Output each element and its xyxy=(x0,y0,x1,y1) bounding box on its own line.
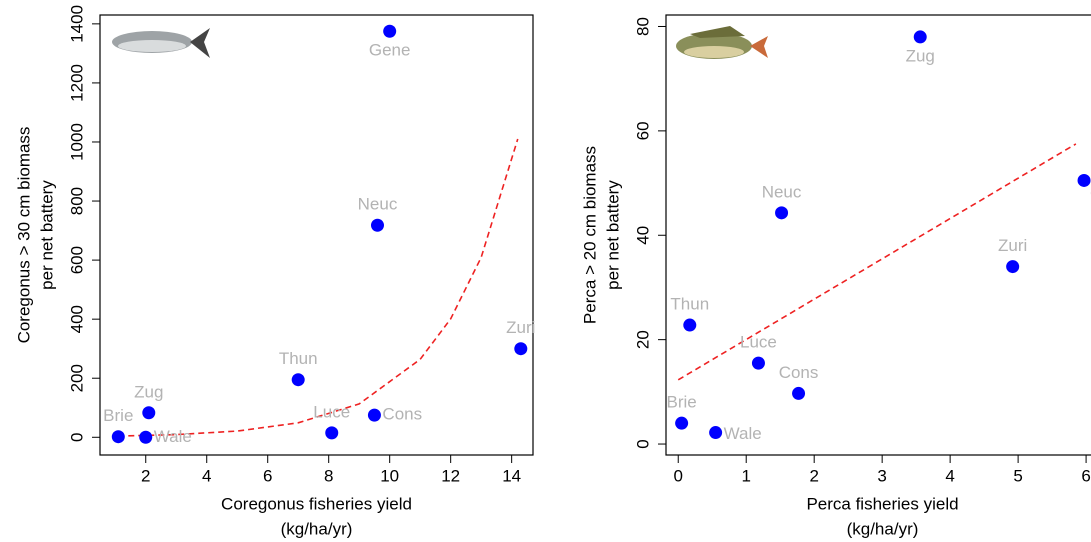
point-label: Zuri xyxy=(998,236,1027,255)
point-label: Zug xyxy=(906,46,935,65)
x-tick-label: 12 xyxy=(441,466,460,485)
x-tick-label: 2 xyxy=(809,466,818,485)
point-label: Zug xyxy=(134,382,163,401)
point-label: Luce xyxy=(313,402,350,421)
x-tick-label: 6 xyxy=(1081,466,1090,485)
fish-icon xyxy=(112,28,210,58)
y-tick-label: 800 xyxy=(67,187,86,215)
point-label: Cons xyxy=(382,405,422,424)
point-label: Brie xyxy=(667,393,697,412)
x-tick-label: 8 xyxy=(324,466,333,485)
point xyxy=(325,426,339,440)
y-axis-title: per net battery xyxy=(37,180,56,290)
point xyxy=(370,218,384,232)
point-label: Gene xyxy=(369,41,411,60)
x-axis-title: Perca fisheries yield xyxy=(806,494,958,513)
point xyxy=(383,24,397,38)
point-label: Cons xyxy=(779,363,819,382)
point xyxy=(142,406,156,420)
y-axis-title: Coregonus > 30 cm biomass xyxy=(14,127,33,344)
y-axis-title: per net battery xyxy=(603,180,622,290)
point xyxy=(775,206,789,220)
point-label: Luce xyxy=(740,333,777,352)
x-tick-label: 0 xyxy=(674,466,683,485)
x-tick-label: 10 xyxy=(380,466,399,485)
x-axis-title: (kg/ha/yr) xyxy=(281,519,353,538)
point xyxy=(675,416,689,430)
y-tick-label: 80 xyxy=(633,17,652,36)
point xyxy=(683,318,697,332)
x-tick-label: 1 xyxy=(741,466,750,485)
point xyxy=(751,356,765,370)
fit-line xyxy=(118,138,519,437)
x-tick-label: 14 xyxy=(502,466,521,485)
y-tick-label: 400 xyxy=(67,305,86,333)
y-tick-label: 0 xyxy=(633,439,652,448)
y-tick-label: 0 xyxy=(67,433,86,442)
y-tick-label: 20 xyxy=(633,330,652,349)
point xyxy=(111,430,125,444)
point xyxy=(913,30,927,44)
x-tick-label: 4 xyxy=(202,466,211,485)
point xyxy=(1077,173,1091,187)
y-tick-label: 200 xyxy=(67,364,86,392)
point xyxy=(139,430,153,444)
point-label: Neuc xyxy=(358,195,398,214)
x-tick-label: 5 xyxy=(1013,466,1022,485)
y-tick-label: 600 xyxy=(67,246,86,274)
y-axis-title: Perca > 20 cm biomass xyxy=(580,146,599,324)
fit-line xyxy=(677,143,1077,381)
x-tick-label: 3 xyxy=(877,466,886,485)
fish-icon xyxy=(676,26,768,59)
point xyxy=(709,426,723,440)
y-tick-label: 1200 xyxy=(67,64,86,102)
y-tick-label: 40 xyxy=(633,226,652,245)
point-label: Thun xyxy=(279,349,318,368)
y-tick-label: 60 xyxy=(633,121,652,140)
point xyxy=(291,373,305,387)
point-label: Neuc xyxy=(762,182,802,201)
plot-frame xyxy=(99,14,534,456)
x-axis-title: (kg/ha/yr) xyxy=(847,519,919,538)
x-tick-label: 2 xyxy=(141,466,150,485)
point-label: Thun xyxy=(670,295,709,314)
y-tick-label: 1400 xyxy=(67,5,86,43)
point xyxy=(792,386,806,400)
point xyxy=(367,408,381,422)
x-tick-label: 6 xyxy=(263,466,272,485)
point-label: Zuri xyxy=(506,318,535,337)
plot-frame xyxy=(665,14,1091,456)
x-tick-label: 4 xyxy=(945,466,954,485)
point-label: Wale xyxy=(724,424,762,443)
point-label: Brie xyxy=(103,406,133,425)
point xyxy=(1006,260,1020,274)
x-axis-title: Coregonus fisheries yield xyxy=(221,494,412,513)
y-tick-label: 1000 xyxy=(67,123,86,161)
point-label: Wale xyxy=(154,427,192,446)
point xyxy=(514,342,528,356)
